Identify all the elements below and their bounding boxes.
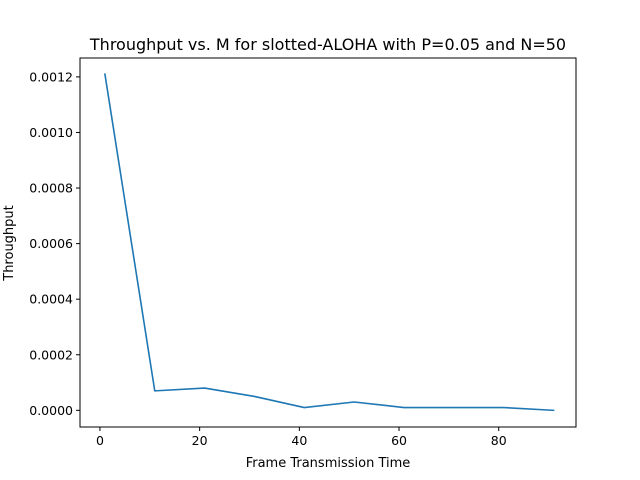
y-tick-label: 0.0000 xyxy=(29,403,73,418)
series-line-0 xyxy=(104,73,555,412)
x-axis-label: Frame Transmission Time xyxy=(246,456,411,471)
axes-frame xyxy=(79,57,577,428)
x-tick-label: 40 xyxy=(291,433,307,448)
x-tick-label: 80 xyxy=(491,433,507,448)
y-tick-label: 0.0006 xyxy=(29,236,73,251)
x-axis: 0 20 40 60 80 xyxy=(96,427,507,448)
chart-title: Throughput vs. M for slotted-ALOHA with … xyxy=(89,35,566,54)
y-axis-label: Throughput xyxy=(2,205,17,282)
x-tick-label: 60 xyxy=(391,433,407,448)
y-tick-label: 0.0010 xyxy=(29,125,73,140)
y-tick-label: 0.0004 xyxy=(29,292,73,307)
y-axis: 0.0000 0.0002 0.0004 0.0006 0.0008 0.0010 0.00… xyxy=(29,69,80,418)
y-tick-label: 0.0002 xyxy=(29,347,73,362)
y-tick-label: 0.0008 xyxy=(29,181,73,196)
plot-area xyxy=(104,73,555,412)
x-tick-label: 0 xyxy=(96,433,104,448)
y-tick-label: 0.0012 xyxy=(29,69,73,84)
x-tick-label: 20 xyxy=(192,433,208,448)
